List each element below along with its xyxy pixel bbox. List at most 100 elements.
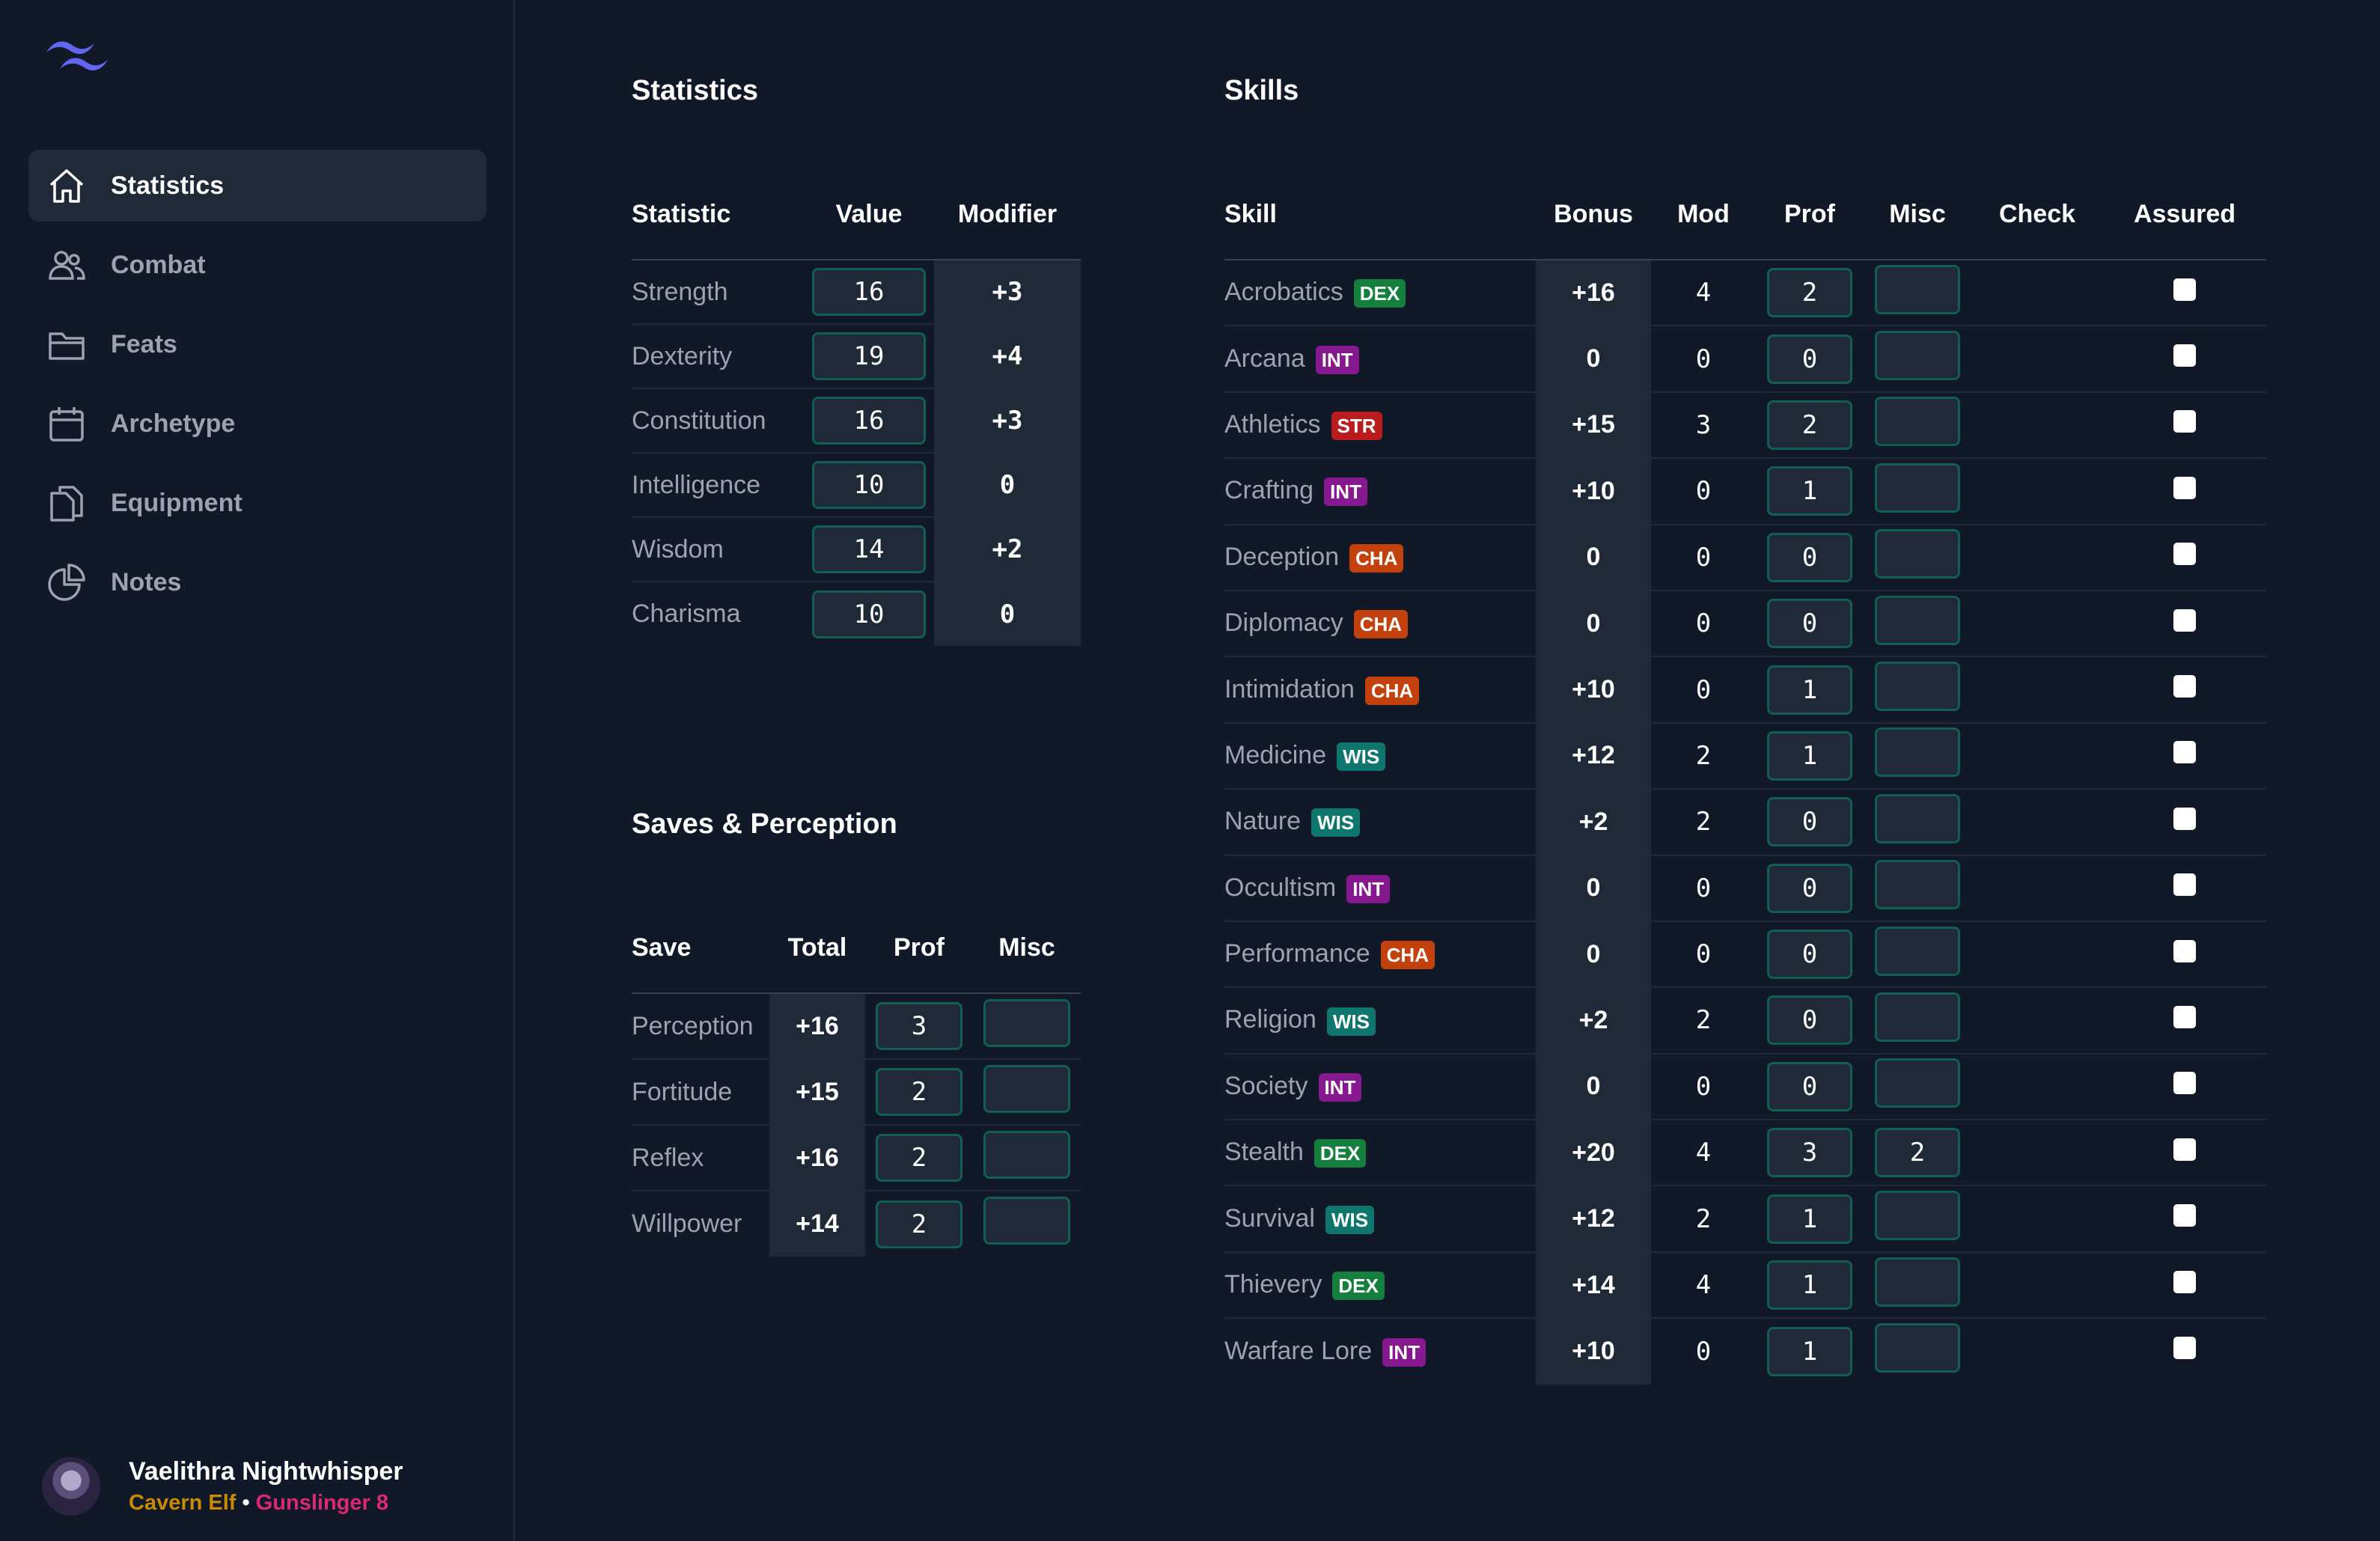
avatar[interactable] xyxy=(42,1457,100,1516)
skill-misc-input[interactable] xyxy=(1875,992,1960,1042)
attribute-badge: CHA xyxy=(1353,610,1409,639)
sidebar-item-label: Statistics xyxy=(111,171,225,200)
skill-misc-cell xyxy=(1864,525,1971,591)
sidebar-item-statistics[interactable]: Statistics xyxy=(28,150,486,222)
assured-checkbox[interactable] xyxy=(2173,543,2196,566)
skill-check-cell xyxy=(1971,326,2103,391)
skill-mod: 4 xyxy=(1695,1270,1712,1301)
statistic-value-input[interactable]: 10 xyxy=(812,590,926,638)
save-misc-input[interactable] xyxy=(983,1130,1070,1179)
statistic-value-input[interactable]: 16 xyxy=(812,397,926,445)
attribute-badge: DEX xyxy=(1353,279,1406,308)
attribute-badge: DEX xyxy=(1332,1272,1385,1301)
skill-bonus: +2 xyxy=(1536,987,1651,1054)
sidebar-item-notes[interactable]: Notes xyxy=(28,546,486,618)
skill-mod: 3 xyxy=(1695,409,1712,440)
assured-checkbox[interactable] xyxy=(2173,1138,2196,1161)
sidebar-item-label: Notes xyxy=(111,567,182,596)
sidebar-item-combat[interactable]: Combat xyxy=(28,229,486,301)
assured-checkbox[interactable] xyxy=(2173,278,2196,301)
assured-checkbox[interactable] xyxy=(2173,939,2196,962)
sidebar-item-archetype[interactable]: Archetype xyxy=(28,388,486,460)
skill-misc-input[interactable] xyxy=(1875,1323,1960,1373)
skill-prof-input[interactable]: 2 xyxy=(1767,268,1852,318)
assured-checkbox[interactable] xyxy=(2173,1005,2196,1028)
skill-prof-input[interactable]: 2 xyxy=(1767,400,1852,450)
assured-checkbox[interactable] xyxy=(2173,476,2196,499)
assured-checkbox[interactable] xyxy=(2173,410,2196,433)
skill-misc-input[interactable] xyxy=(1875,463,1960,513)
skill-name: Warfare Lore xyxy=(1224,1336,1373,1365)
save-misc-input[interactable] xyxy=(983,998,1070,1047)
skill-prof-input[interactable]: 0 xyxy=(1767,334,1852,384)
skill-name-cell: Religion WIS xyxy=(1224,987,1536,1053)
skill-prof-input[interactable]: 1 xyxy=(1767,665,1852,715)
skill-misc-input[interactable] xyxy=(1875,595,1960,645)
assured-checkbox[interactable] xyxy=(2173,344,2196,367)
statistic-value-input[interactable]: 19 xyxy=(812,332,926,380)
save-misc-input[interactable] xyxy=(983,1064,1070,1113)
assured-checkbox[interactable] xyxy=(2173,675,2196,698)
skill-prof-input[interactable]: 1 xyxy=(1767,1260,1852,1310)
app-logo-icon[interactable] xyxy=(43,36,114,78)
skill-prof-input[interactable]: 0 xyxy=(1767,995,1852,1046)
users-icon xyxy=(46,245,87,285)
user-profile[interactable]: Vaelithra Nightwhisper Cavern Elf • Guns… xyxy=(42,1455,403,1518)
skill-check-cell xyxy=(1971,525,2103,591)
skill-misc-input[interactable] xyxy=(1875,926,1960,976)
skill-misc-input[interactable] xyxy=(1875,793,1960,843)
skill-misc-cell xyxy=(1864,855,1971,921)
skill-misc-input[interactable]: 2 xyxy=(1875,1128,1960,1178)
skill-bonus: 0 xyxy=(1536,326,1651,392)
skill-mod: 2 xyxy=(1695,740,1712,771)
statistic-value-input[interactable]: 16 xyxy=(812,268,926,316)
col-value: Value xyxy=(835,199,903,228)
skill-prof-input[interactable]: 1 xyxy=(1767,466,1852,516)
sidebar-item-feats[interactable]: Feats xyxy=(28,308,486,380)
skill-name: Diplomacy xyxy=(1224,608,1343,638)
skill-misc-input[interactable] xyxy=(1875,1058,1960,1108)
assured-checkbox[interactable] xyxy=(2173,807,2196,830)
statistic-value-input[interactable]: 10 xyxy=(812,461,926,509)
skill-misc-input[interactable] xyxy=(1875,727,1960,778)
save-misc-input[interactable] xyxy=(983,1197,1070,1245)
skill-prof-input[interactable]: 0 xyxy=(1767,863,1852,913)
skill-misc-input[interactable] xyxy=(1875,662,1960,712)
skill-misc-input[interactable] xyxy=(1875,529,1960,579)
skill-prof-cell: 0 xyxy=(1756,855,1864,921)
save-prof-input[interactable]: 2 xyxy=(876,1134,962,1182)
skill-bonus: +2 xyxy=(1536,789,1651,855)
skill-row: Performance CHA 0 0 0 xyxy=(1224,921,2266,988)
user-ancestry: Cavern Elf xyxy=(129,1491,237,1515)
skill-mod: 0 xyxy=(1695,476,1712,507)
skill-misc-input[interactable] xyxy=(1875,1191,1960,1241)
skill-prof-input[interactable]: 0 xyxy=(1767,797,1852,847)
save-prof-input[interactable]: 2 xyxy=(876,1068,962,1116)
skill-prof-input[interactable]: 1 xyxy=(1767,730,1852,781)
assured-checkbox[interactable] xyxy=(2173,1072,2196,1095)
attribute-badge: WIS xyxy=(1325,1205,1375,1234)
assured-checkbox[interactable] xyxy=(2173,608,2196,632)
skill-misc-input[interactable] xyxy=(1875,860,1960,910)
skill-prof-input[interactable]: 1 xyxy=(1767,1326,1852,1376)
assured-checkbox[interactable] xyxy=(2173,873,2196,897)
skill-misc-input[interactable] xyxy=(1875,264,1960,314)
skill-prof-input[interactable]: 0 xyxy=(1767,1061,1852,1111)
skill-misc-input[interactable] xyxy=(1875,1257,1960,1307)
assured-checkbox[interactable] xyxy=(2173,1337,2196,1360)
skill-prof-input[interactable]: 0 xyxy=(1767,930,1852,980)
assured-checkbox[interactable] xyxy=(2173,741,2196,764)
skill-misc-input[interactable] xyxy=(1875,397,1960,447)
assured-checkbox[interactable] xyxy=(2173,1204,2196,1227)
skill-prof-input[interactable]: 3 xyxy=(1767,1128,1852,1178)
assured-checkbox[interactable] xyxy=(2173,1270,2196,1293)
skill-misc-input[interactable] xyxy=(1875,331,1960,381)
skill-prof-input[interactable]: 0 xyxy=(1767,532,1852,582)
skill-name-cell: Deception CHA xyxy=(1224,525,1536,591)
save-prof-input[interactable]: 3 xyxy=(876,1002,962,1050)
save-prof-input[interactable]: 2 xyxy=(876,1200,962,1248)
skill-prof-input[interactable]: 1 xyxy=(1767,1194,1852,1244)
statistic-value-input[interactable]: 14 xyxy=(812,525,926,573)
skill-prof-input[interactable]: 0 xyxy=(1767,599,1852,649)
sidebar-item-equipment[interactable]: Equipment xyxy=(28,467,486,539)
